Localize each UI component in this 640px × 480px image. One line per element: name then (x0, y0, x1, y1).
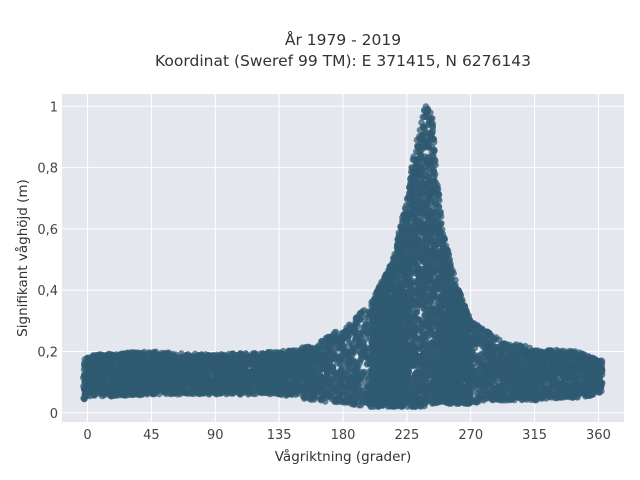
chart-title-line-1: År 1979 - 2019 (285, 30, 401, 49)
data-points (80, 103, 606, 411)
chart-title-line-2: Koordinat (Sweref 99 TM): E 371415, N 62… (155, 52, 531, 70)
